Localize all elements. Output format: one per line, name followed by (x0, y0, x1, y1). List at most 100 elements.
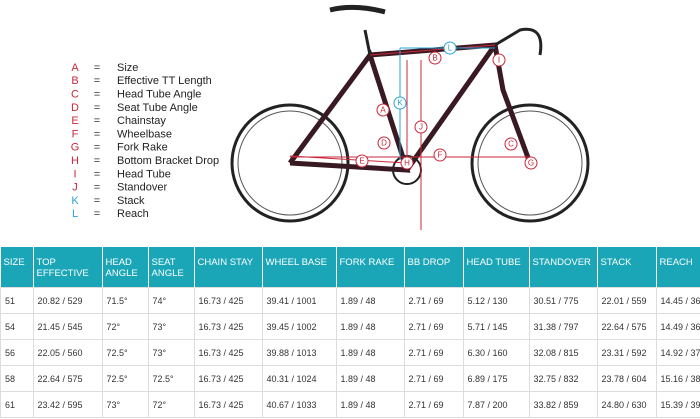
legend-letter: B (71, 75, 78, 87)
table-cell: 73° (147, 313, 195, 340)
legend-letter: F (72, 128, 79, 140)
table-cell: 1.89 / 48 (335, 339, 405, 366)
table-cell: 21.45 / 545 (32, 313, 103, 340)
legend-letter: L (72, 208, 78, 220)
table-cell: 16.73 / 425 (193, 287, 263, 314)
table-cell: 72° (147, 391, 195, 418)
table-cell: 39.41 / 1001 (261, 287, 337, 314)
legend-letter: J (72, 182, 78, 194)
legend-letter: H (71, 155, 79, 167)
header-cell: HEAD TUBE (463, 247, 530, 288)
marker-circle (492, 53, 506, 67)
table-cell: 22.01 / 559 (596, 287, 657, 314)
table-cell: 72.5° (147, 365, 195, 392)
table-cell: 23.31 / 592 (596, 339, 657, 366)
table-cell: 16.73 / 425 (193, 391, 263, 418)
legend-separator: = (94, 115, 100, 127)
header-cell: WHEEL BASE (262, 247, 337, 288)
table-cell: 5.71 / 145 (462, 313, 530, 340)
table-cell: 14.92 / 379 (655, 339, 700, 366)
table-cell: 23.42 / 595 (32, 391, 103, 418)
marker-letter: G (528, 159, 534, 168)
header-cell: STANDOVER (529, 247, 598, 288)
legend-label: Size (117, 62, 138, 74)
table-cell: 72.5° (101, 339, 149, 366)
legend-label: Stack (117, 195, 145, 207)
table-cell: 32.08 / 815 (528, 339, 598, 366)
marker-circle (504, 137, 518, 151)
table-cell: 51 (0, 287, 34, 314)
legend-separator: = (94, 208, 100, 220)
table-cell: 22.64 / 575 (32, 365, 103, 392)
table-cell: 1.89 / 48 (335, 313, 405, 340)
table-cell: 2.71 / 69 (403, 391, 464, 418)
legend-label: Seat Tube Angle (117, 102, 198, 114)
table-cell: 1.89 / 48 (335, 365, 405, 392)
table-cell: 16.73 / 425 (193, 313, 263, 340)
legend-letter: G (71, 142, 80, 154)
legend-separator: = (94, 62, 100, 74)
legend-separator: = (94, 182, 100, 194)
table-cell: 20.82 / 529 (32, 287, 103, 314)
table-cell: 2.71 / 69 (403, 287, 464, 314)
legend-label: Head Tube (117, 168, 171, 180)
table-cell: 7.87 / 200 (462, 391, 530, 418)
marker-letter: F (438, 151, 443, 160)
table-cell: 73° (101, 391, 149, 418)
legend-label: Standover (117, 182, 167, 194)
table-cell: 14.45 / 367 (655, 287, 700, 314)
table-cell: 54 (0, 313, 34, 340)
table-cell: 72.5° (101, 365, 149, 392)
table-cell: 30.51 / 775 (528, 287, 598, 314)
table-cell: 72° (101, 313, 149, 340)
table-cell: 56 (0, 339, 34, 366)
header-cell: SIZE (0, 247, 34, 288)
geometry-diagram: A = Size B = Effective TT Length C = Head Tube A… (71, 4, 590, 230)
marker-letter: B (432, 54, 437, 63)
table-cell: 15.16 / 385 (655, 365, 700, 392)
marker-letter: C (508, 140, 514, 149)
table-cell: 39.88 / 1013 (261, 339, 337, 366)
table-cell: 40.67 / 1033 (261, 391, 337, 418)
table-row: 54 21.45 / 545 72° 73° 16.73 / 425 39.45 / 10… (0, 313, 700, 340)
header-cell: TOP EFFECTIVE (33, 247, 103, 288)
legend-separator: = (94, 89, 100, 101)
header-cell: HEAD ANGLE (102, 247, 149, 288)
marker-circle (400, 156, 414, 170)
table-cell: 16.73 / 425 (193, 365, 263, 392)
marker-circle (443, 41, 457, 55)
legend-letter: I (73, 168, 76, 180)
table-row: 58 22.64 / 575 72.5° 72.5° 16.73 / 425 40.31 … (0, 365, 700, 392)
marker-letter: H (404, 159, 410, 168)
header-cell: CHAIN STAY (194, 247, 263, 288)
table-cell: 22.05 / 560 (32, 339, 103, 366)
table-row: 51 20.82 / 529 71.5° 74° 16.73 / 425 39.41 / … (0, 287, 700, 314)
table-cell: 16.73 / 425 (193, 339, 263, 366)
bike (230, 4, 590, 223)
marker-letter: I (498, 56, 500, 65)
table-cell: 58 (0, 365, 34, 392)
marker-letter: L (448, 44, 453, 53)
measure-lines (289, 44, 530, 230)
table-cell: 39.45 / 1002 (261, 313, 337, 340)
table-cell: 23.78 / 604 (596, 365, 657, 392)
legend-letter: A (71, 62, 79, 74)
legend-separator: = (94, 168, 100, 180)
legend-separator: = (94, 142, 100, 154)
legend-label: Fork Rake (117, 142, 168, 154)
table-row: 61 23.42 / 595 73° 72° 16.73 / 425 40.67 / 10… (0, 391, 700, 418)
table-cell: 40.31 / 1024 (261, 365, 337, 392)
marker-letter: E (359, 157, 364, 166)
legend-separator: = (94, 155, 100, 167)
table-cell: 1.89 / 48 (335, 391, 405, 418)
table-cell: 14.49 / 368 (655, 313, 700, 340)
marker-letter: A (380, 106, 386, 115)
legend-separator: = (94, 102, 100, 114)
marker-letter: J (419, 123, 423, 132)
marker-circle (377, 136, 391, 150)
table-cell: 15.39 / 391 (655, 391, 700, 418)
geometry-table: SIZE TOP EFFECTIVE HEAD ANGLE SEAT ANGLE CHA… (0, 247, 700, 418)
table-cell: 32.75 / 832 (528, 365, 598, 392)
marker-circle (414, 120, 428, 134)
marker-circle (376, 103, 390, 117)
